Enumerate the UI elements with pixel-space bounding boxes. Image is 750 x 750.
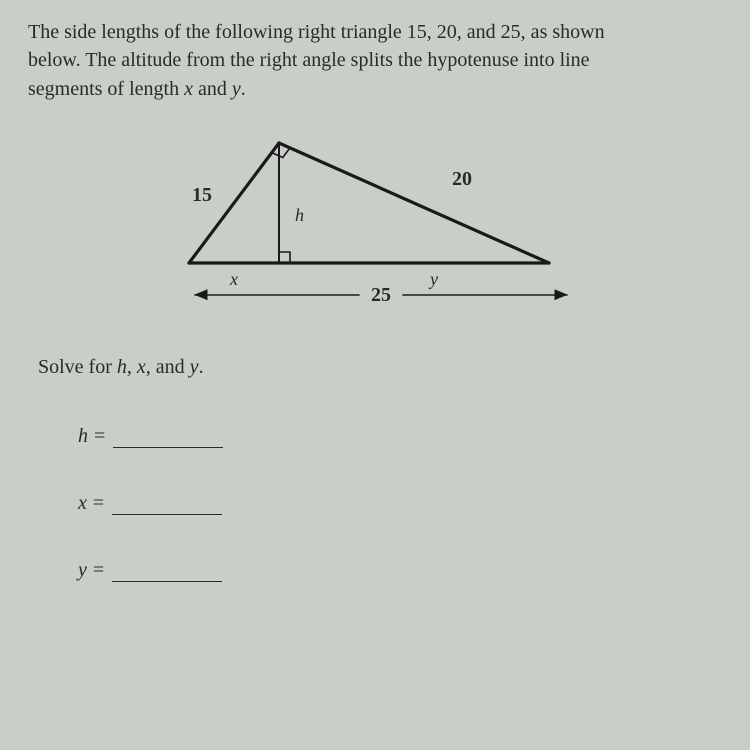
eq-sign: = <box>93 559 104 582</box>
triangle-diagram: 15 20 h x y 25 <box>28 123 710 318</box>
eq-sign: = <box>93 492 104 515</box>
var-x: x <box>78 492 87 515</box>
problem-line-3: segments of length x and y. <box>28 78 246 100</box>
var-y: y <box>78 559 87 582</box>
problem-statement: The side lengths of the following right … <box>28 18 710 103</box>
svg-text:25: 25 <box>371 284 391 306</box>
svg-text:y: y <box>428 269 438 289</box>
eq-sign: = <box>94 425 105 448</box>
blank-y[interactable] <box>112 560 222 582</box>
svg-text:x: x <box>229 269 238 289</box>
problem-line-1: The side lengths of the following right … <box>28 21 605 43</box>
blank-h[interactable] <box>113 426 223 448</box>
triangle-svg: 15 20 h x y 25 <box>149 123 589 318</box>
answer-y: y = <box>28 559 710 582</box>
answer-h: h = <box>28 425 710 448</box>
answer-x: x = <box>28 492 710 515</box>
solve-instruction: Solve for h, x, and y. <box>28 356 710 379</box>
svg-text:15: 15 <box>192 184 212 206</box>
var-h: h <box>78 425 88 448</box>
svg-text:20: 20 <box>452 168 472 190</box>
problem-line-2: below. The altitude from the right angle… <box>28 49 590 71</box>
svg-text:h: h <box>295 205 304 225</box>
blank-x[interactable] <box>112 493 222 515</box>
